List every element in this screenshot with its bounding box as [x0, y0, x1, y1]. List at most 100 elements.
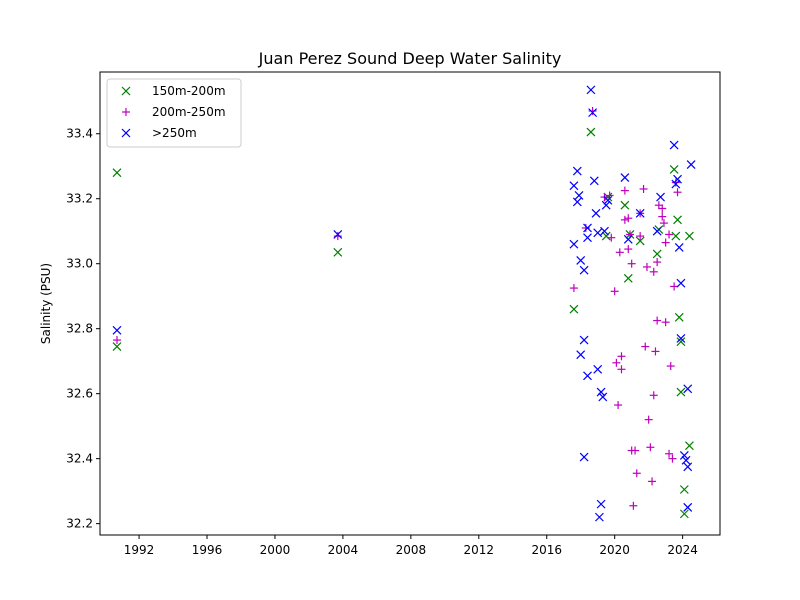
- data-point: [333, 232, 342, 241]
- data-point: [656, 192, 665, 202]
- data-point: [579, 265, 589, 275]
- data-point: [679, 485, 689, 494]
- data-point: [673, 174, 682, 184]
- data-point: [635, 236, 645, 246]
- y-tick-label: 32.4: [66, 452, 93, 466]
- data-point: [648, 477, 657, 486]
- x-tick-label: 1992: [124, 543, 155, 557]
- data-point: [668, 454, 677, 463]
- data-point: [574, 191, 584, 200]
- data-point: [579, 452, 589, 462]
- legend-label: 200m-250m: [152, 105, 226, 119]
- data-point: [670, 282, 679, 291]
- x-tick-label: 2020: [599, 543, 630, 557]
- data-point: [624, 214, 633, 223]
- data-point: [579, 335, 589, 345]
- data-point: [572, 197, 582, 207]
- y-tick-label: 32.6: [66, 387, 93, 401]
- axis-ticks: 1992 1996 2000 2004 2008 2012 2016 2020 2024 32.2…: [66, 127, 698, 557]
- data-point: [658, 212, 667, 221]
- chart-title: Juan Perez Sound Deep Water Salinity: [258, 49, 562, 68]
- x-tick-label: 2008: [396, 543, 427, 557]
- data-point: [642, 262, 651, 271]
- y-tick-label: 32.8: [66, 322, 93, 336]
- data-point: [600, 226, 609, 236]
- data-point: [639, 184, 648, 193]
- data-point: [674, 243, 684, 252]
- series-2: [112, 85, 696, 522]
- data-point: [652, 226, 662, 236]
- data-point: [569, 239, 579, 249]
- data-point: [591, 208, 601, 218]
- data-point: [669, 140, 679, 150]
- data-point: [617, 352, 626, 361]
- data-point: [673, 215, 682, 225]
- data-point: [620, 215, 629, 224]
- data-point: [569, 284, 578, 293]
- data-point: [603, 195, 613, 205]
- data-point: [646, 443, 655, 452]
- x-tick-label: 2024: [667, 543, 698, 557]
- y-tick-label: 33.2: [66, 192, 93, 206]
- data-point: [686, 160, 696, 170]
- data-point: [614, 401, 623, 410]
- data-point: [624, 245, 633, 254]
- legend-label: 150m-200m: [152, 84, 226, 98]
- data-point: [620, 186, 629, 195]
- data-point: [671, 178, 680, 187]
- data-point: [629, 501, 638, 510]
- data-point: [661, 238, 670, 247]
- plot-area: [112, 85, 696, 522]
- data-point: [641, 342, 650, 351]
- legend-marker: [122, 108, 130, 116]
- data-point: [676, 337, 686, 347]
- x-tick-label: 2000: [260, 543, 291, 557]
- legend: 150m-200m 200m-250m >250m: [106, 78, 242, 148]
- data-point: [676, 334, 686, 343]
- data-point: [593, 364, 603, 374]
- x-tick-label: 2004: [328, 543, 359, 557]
- plot-frame: [99, 71, 721, 536]
- data-point: [666, 362, 675, 371]
- data-point: [112, 336, 121, 345]
- data-point: [651, 347, 660, 356]
- data-point: [653, 316, 662, 325]
- legend-entry: 200m-250m: [122, 105, 226, 119]
- data-point: [674, 312, 684, 322]
- data-point: [601, 231, 611, 241]
- data-point: [588, 108, 598, 118]
- data-point: [635, 208, 645, 218]
- legend-label: >250m: [152, 126, 197, 140]
- data-point: [569, 181, 579, 191]
- data-point: [586, 127, 596, 137]
- series-0: [112, 127, 694, 519]
- data-point: [569, 304, 579, 314]
- data-point: [620, 173, 630, 183]
- x-tick-label: 2016: [531, 543, 562, 557]
- data-point: [583, 223, 592, 233]
- data-point: [673, 188, 682, 197]
- data-point: [683, 502, 693, 512]
- data-point: [679, 450, 689, 460]
- data-point: [631, 446, 640, 455]
- data-point: [601, 200, 611, 210]
- data-point: [653, 258, 662, 267]
- data-point: [583, 371, 592, 381]
- legend-marker: [121, 86, 131, 96]
- data-point: [683, 462, 693, 472]
- legend-entry: >250m: [121, 126, 197, 140]
- data-point: [583, 233, 592, 243]
- data-point: [594, 512, 604, 522]
- data-point: [623, 234, 633, 244]
- data-point: [112, 168, 122, 178]
- data-point: [576, 256, 586, 265]
- data-point: [676, 387, 686, 397]
- series-1: [112, 106, 682, 510]
- data-point: [671, 179, 681, 189]
- data-point: [333, 247, 343, 257]
- data-point: [596, 387, 606, 397]
- legend-marker: [121, 128, 131, 138]
- data-point: [652, 249, 662, 259]
- data-point: [596, 499, 606, 509]
